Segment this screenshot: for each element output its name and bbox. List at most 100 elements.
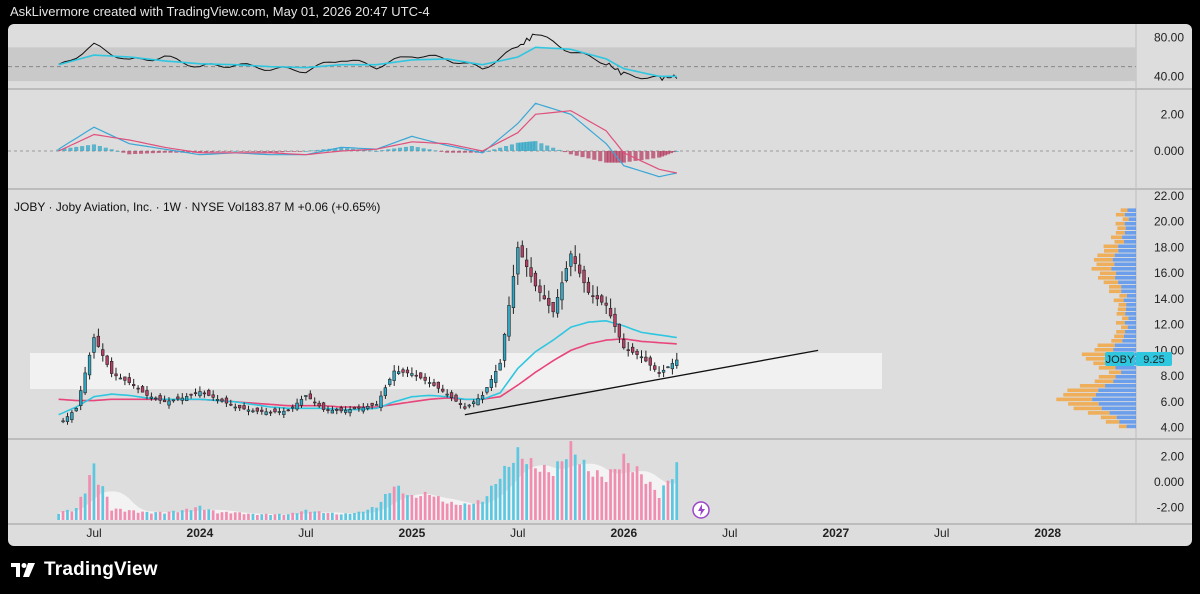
rsi-line[interactable] xyxy=(58,33,678,82)
candle[interactable] xyxy=(639,356,644,359)
candle[interactable] xyxy=(507,305,511,337)
candle[interactable] xyxy=(238,404,242,409)
candle[interactable] xyxy=(211,394,215,398)
candle[interactable] xyxy=(370,402,374,406)
rsi-panel[interactable] xyxy=(8,33,1136,82)
candle[interactable] xyxy=(542,295,547,300)
price-panel[interactable] xyxy=(30,240,882,425)
candle[interactable] xyxy=(608,307,613,317)
candle[interactable] xyxy=(427,382,432,384)
candle[interactable] xyxy=(423,376,427,381)
candle[interactable] xyxy=(171,399,176,402)
candle[interactable] xyxy=(418,372,423,379)
candle[interactable] xyxy=(255,407,260,412)
candle[interactable] xyxy=(96,335,101,347)
candle[interactable] xyxy=(379,395,383,408)
candle[interactable] xyxy=(569,253,573,267)
candle[interactable] xyxy=(374,404,379,406)
candle[interactable] xyxy=(317,402,321,407)
candle[interactable] xyxy=(207,390,211,396)
candle[interactable] xyxy=(313,401,317,404)
candle[interactable] xyxy=(357,406,361,409)
candle[interactable] xyxy=(586,281,591,293)
candle[interactable] xyxy=(622,339,626,349)
candle[interactable] xyxy=(467,404,471,407)
candle[interactable] xyxy=(560,282,564,301)
candle[interactable] xyxy=(136,387,140,390)
candle[interactable] xyxy=(600,295,604,303)
candle[interactable] xyxy=(533,272,538,287)
chart-canvas[interactable]: Jul 2024 Jul 2025 Jul 2026 Jul 2027 Jul 2028 80.0… xyxy=(8,24,1192,546)
candle[interactable] xyxy=(463,406,467,409)
candle[interactable] xyxy=(176,396,180,400)
candle[interactable] xyxy=(383,387,388,396)
candle[interactable] xyxy=(648,357,652,366)
candle[interactable] xyxy=(70,412,74,420)
candle[interactable] xyxy=(538,285,542,293)
candle[interactable] xyxy=(551,301,555,313)
candle[interactable] xyxy=(198,391,202,397)
candle[interactable] xyxy=(295,402,299,410)
candle[interactable] xyxy=(114,373,118,377)
candle[interactable] xyxy=(251,410,255,413)
candle[interactable] xyxy=(516,247,520,275)
candle[interactable] xyxy=(339,407,343,412)
candle[interactable] xyxy=(520,245,524,258)
candle[interactable] xyxy=(140,386,145,393)
candle[interactable] xyxy=(101,349,105,356)
candle[interactable] xyxy=(595,295,600,300)
candle[interactable] xyxy=(511,276,516,308)
candle[interactable] xyxy=(308,393,313,400)
candle[interactable] xyxy=(396,371,401,375)
trendline[interactable] xyxy=(464,349,819,416)
candle[interactable] xyxy=(436,381,441,389)
candle[interactable] xyxy=(675,359,679,366)
candle[interactable] xyxy=(132,384,136,386)
candle[interactable] xyxy=(246,409,251,412)
candle[interactable] xyxy=(282,410,286,415)
candle[interactable] xyxy=(167,400,171,406)
candle[interactable] xyxy=(489,378,494,388)
candle[interactable] xyxy=(65,416,70,422)
candle[interactable] xyxy=(74,407,78,412)
candle[interactable] xyxy=(87,354,92,376)
candle[interactable] xyxy=(193,392,198,395)
candle[interactable] xyxy=(105,355,109,365)
candle[interactable] xyxy=(343,409,348,413)
candle[interactable] xyxy=(666,366,670,369)
candle[interactable] xyxy=(498,362,502,371)
candle[interactable] xyxy=(366,405,370,409)
candle[interactable] xyxy=(485,387,489,393)
candle[interactable] xyxy=(547,297,551,306)
candle[interactable] xyxy=(670,363,675,370)
candle[interactable] xyxy=(185,396,189,401)
support-zone[interactable] xyxy=(30,353,882,389)
flash-badge[interactable] xyxy=(692,501,710,519)
candle[interactable] xyxy=(471,401,476,404)
candle[interactable] xyxy=(326,409,330,411)
candle[interactable] xyxy=(458,403,463,405)
candle[interactable] xyxy=(630,346,635,353)
candle[interactable] xyxy=(149,396,154,399)
candle[interactable] xyxy=(392,370,396,381)
candle[interactable] xyxy=(61,420,65,423)
candle[interactable] xyxy=(123,376,127,381)
candle[interactable] xyxy=(145,390,149,396)
candle[interactable] xyxy=(626,349,630,352)
macd-signal-line[interactable] xyxy=(58,110,677,174)
candle[interactable] xyxy=(582,269,586,284)
candle[interactable] xyxy=(83,372,87,394)
candle[interactable] xyxy=(529,267,533,277)
candle[interactable] xyxy=(335,408,339,411)
candle[interactable] xyxy=(476,398,480,406)
candle[interactable] xyxy=(304,395,308,397)
candle[interactable] xyxy=(352,406,357,410)
candle[interactable] xyxy=(613,313,617,327)
candle[interactable] xyxy=(242,405,246,410)
candle[interactable] xyxy=(388,378,392,385)
candle[interactable] xyxy=(180,397,184,401)
candle[interactable] xyxy=(661,369,666,373)
candle[interactable] xyxy=(154,397,158,400)
candle[interactable] xyxy=(330,409,335,414)
candle[interactable] xyxy=(591,295,595,298)
